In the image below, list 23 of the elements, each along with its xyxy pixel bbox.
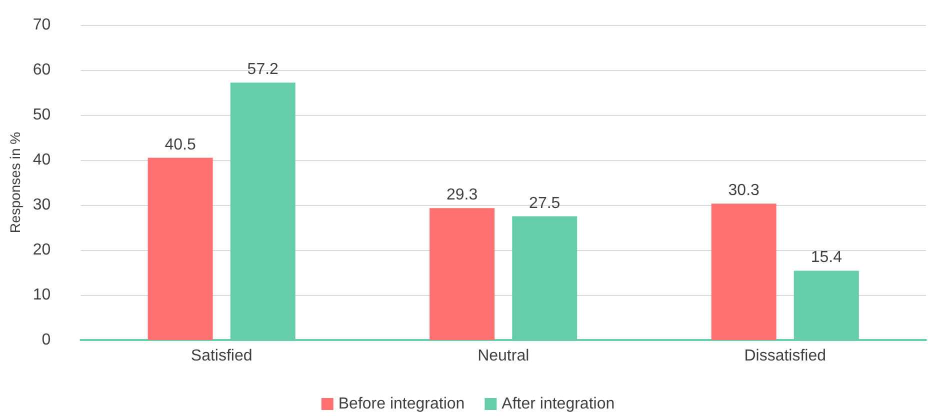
y-tick-label: 0: [42, 332, 51, 348]
x-tick-label: Dissatisfied: [744, 348, 826, 364]
y-tick-label: 40: [32, 152, 51, 168]
y-tick-label: 70: [32, 16, 51, 34]
y-tick-label: 50: [32, 106, 51, 124]
y-tick-label: 20: [32, 242, 51, 258]
x-tick-label: Satisfied: [190, 348, 252, 364]
y-axis-title: Responses in %: [7, 132, 23, 234]
y-tick-label: 60: [32, 62, 51, 78]
y-tick-label: 10: [32, 286, 51, 304]
data-label: 27.5: [529, 194, 560, 212]
bar: [148, 158, 213, 340]
y-tick-label: 30: [32, 196, 51, 214]
bar: [430, 208, 495, 340]
data-label: 40.5: [164, 136, 196, 154]
data-label: 29.3: [446, 186, 478, 204]
data-label: 15.4: [810, 249, 842, 266]
data-label: 57.2: [247, 61, 279, 78]
legend-label: Before integration: [338, 396, 465, 412]
x-tick-label: Neutral: [478, 348, 530, 364]
data-label: 30.3: [728, 182, 760, 200]
legend-label: After integration: [502, 396, 615, 412]
bar: [711, 204, 776, 340]
